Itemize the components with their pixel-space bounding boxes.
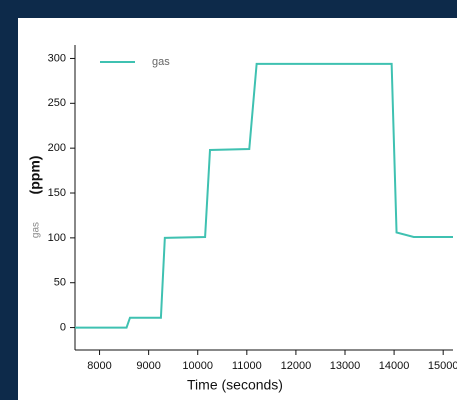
x-tick-label: 12000 [281,360,312,372]
x-tick-label: 9000 [136,360,160,372]
x-tick-label: 13000 [330,360,361,372]
legend-label: gas [152,56,170,68]
x-tick-label: 10000 [182,360,213,372]
y-tick-label: 200 [48,142,66,154]
y-tick-label: 50 [54,277,66,289]
x-axis-label: Time (seconds) [187,377,283,393]
x-tick-label: 11000 [232,360,262,372]
y-tick-label: 300 [48,52,66,64]
line-series [75,62,453,329]
y-axis-label-name: gas [31,222,42,238]
x-tick-label: 15000 [428,360,457,372]
panel [18,18,457,400]
y-tick-label: 150 [48,187,66,199]
y-tick-label: 250 [48,97,66,109]
x-tick-label: 14000 [379,360,410,372]
y-tick-label: 100 [48,232,66,244]
y-axis-label-unit: (ppm) [27,156,43,195]
x-tick-label: 8000 [87,360,111,372]
y-tick-label: 0 [60,321,66,333]
